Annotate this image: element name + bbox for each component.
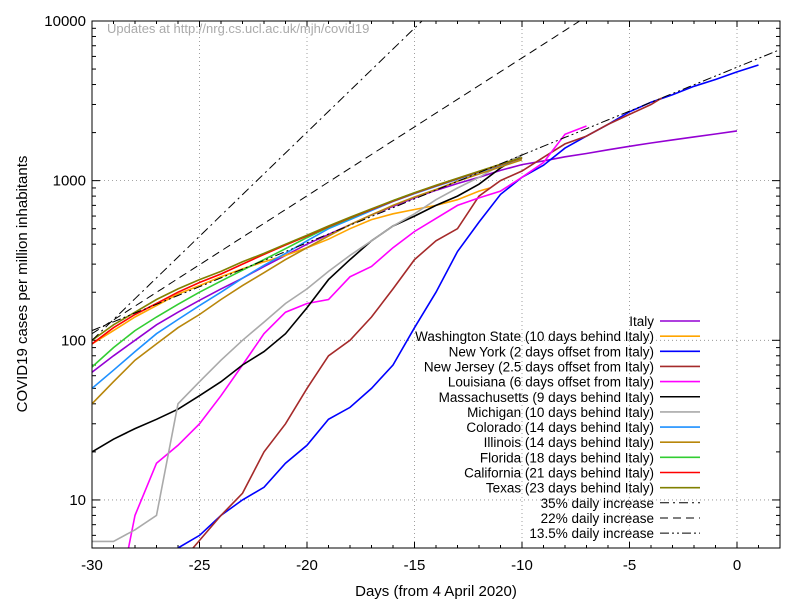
x-tick-label: 0 [733, 557, 741, 574]
series-line [92, 21, 423, 341]
series-line [92, 156, 523, 341]
plot-area [92, 21, 780, 548]
series-line [92, 154, 523, 543]
x-axis-label: Days (from 4 April 2020) [355, 583, 517, 600]
series-line [192, 97, 663, 548]
x-tick-label: -15 [404, 557, 426, 574]
axis-ticks: -30 -25 -20 -15 -10 -5 0 10 100 1000 10000 [44, 13, 781, 574]
x-tick-label: -25 [189, 557, 211, 574]
update-annotation: Updates at http://nrg.cs.ucl.ac.uk/mjh/c… [107, 21, 369, 36]
series-line [92, 154, 523, 453]
x-tick-label: -5 [623, 557, 636, 574]
legend-label: California (21 days behind Italy) [464, 466, 654, 481]
legend-label: 22% daily increase [541, 511, 654, 526]
legend-label: Florida (18 days behind Italy) [480, 450, 654, 465]
legend-label: Washington State (10 days behind Italy) [415, 329, 654, 344]
legend-label: 13.5% daily increase [529, 526, 654, 541]
legend-label: New Jersey (2.5 days offset from Italy) [424, 359, 654, 374]
x-tick-label: -10 [511, 557, 533, 574]
series-line [92, 21, 581, 335]
legend-label: Massachusetts (9 days behind Italy) [439, 390, 654, 405]
legend-label: 35% daily increase [541, 496, 654, 511]
y-axis-label: COVID19 cases per million inhabitants [14, 156, 31, 413]
legend-label: Illinois (14 days behind Italy) [484, 435, 654, 450]
series-line [92, 187, 491, 345]
legend-label: Texas (23 days behind Italy) [486, 481, 654, 496]
x-tick-label: -30 [81, 557, 103, 574]
y-tick-label: 100 [61, 332, 86, 349]
legend-label: New York (2 days offset from Italy) [449, 344, 654, 359]
legend-label: Louisiana (6 days offset from Italy) [448, 375, 654, 390]
legend-label: Colorado (14 days behind Italy) [466, 420, 654, 435]
series-line [92, 49, 780, 332]
y-tick-label: 1000 [53, 173, 86, 190]
x-tick-label: -20 [296, 557, 318, 574]
y-tick-label: 10000 [44, 13, 86, 30]
legend-label: Italy [629, 314, 654, 329]
plot-frame [91, 20, 781, 549]
legend-label: Michigan (10 days behind Italy) [467, 405, 654, 420]
series-line [127, 125, 587, 548]
y-tick-label: 10 [69, 492, 86, 509]
series-line [92, 130, 738, 373]
